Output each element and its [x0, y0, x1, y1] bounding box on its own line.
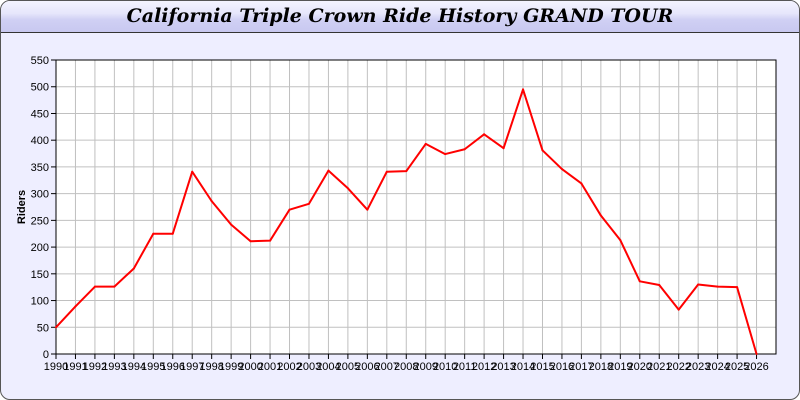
x-tick-label: 2023: [686, 361, 710, 373]
data-point-2010: [444, 153, 447, 156]
data-point-1993: [113, 285, 116, 288]
y-tick-label: 550: [31, 55, 49, 67]
x-tick-label: 1996: [161, 361, 185, 373]
data-point-2025: [736, 286, 739, 289]
data-point-2006: [366, 208, 369, 211]
data-point-2015: [541, 149, 544, 152]
x-tick-label: 2001: [258, 361, 282, 373]
x-tick-label: 2000: [238, 361, 262, 373]
x-tick-label: 1997: [180, 361, 204, 373]
y-tick-label: 0: [43, 349, 49, 361]
x-tick-label: 2018: [589, 361, 613, 373]
x-tick-label: 2025: [725, 361, 749, 373]
x-tick-label: 2019: [608, 361, 632, 373]
x-tick-label: 2024: [705, 361, 729, 373]
x-tick-label: 2026: [744, 361, 768, 373]
x-tick-label: 2009: [413, 361, 437, 373]
x-tick-label: 2004: [316, 361, 340, 373]
data-point-2023: [697, 283, 700, 286]
data-point-2014: [522, 88, 525, 91]
y-tick-label: 250: [31, 215, 49, 227]
data-point-2011: [463, 148, 466, 151]
data-point-2016: [560, 168, 563, 171]
x-tick-label: 2015: [530, 361, 554, 373]
x-tick-label: 1992: [83, 361, 107, 373]
x-tick-label: 2021: [647, 361, 671, 373]
data-point-1996: [171, 232, 174, 235]
x-tick-label: 2003: [297, 361, 321, 373]
x-tick-label: 2017: [569, 361, 593, 373]
data-point-2013: [502, 147, 505, 150]
data-point-2003: [307, 202, 310, 205]
x-tick-label: 1995: [141, 361, 165, 373]
data-point-1994: [132, 267, 135, 270]
y-tick-label: 450: [31, 108, 49, 120]
y-tick-label: 350: [31, 162, 49, 174]
data-point-2001: [269, 239, 272, 242]
data-point-1991: [74, 305, 77, 308]
x-tick-label: 1999: [219, 361, 243, 373]
x-tick-label: 1991: [63, 361, 87, 373]
data-point-2019: [619, 239, 622, 242]
data-point-1990: [55, 326, 57, 329]
x-tick-label: 2011: [453, 361, 477, 373]
x-tick-label: 2010: [433, 361, 457, 373]
x-tick-label: 2002: [277, 361, 301, 373]
y-tick-label: 100: [31, 296, 49, 308]
x-tick-label: 1990: [44, 361, 68, 373]
y-tick-label: 50: [37, 322, 49, 334]
x-tick-label: 2005: [336, 361, 360, 373]
x-tick-label: 2020: [628, 361, 652, 373]
data-point-2018: [599, 214, 602, 217]
title-bar: California Triple Crown Ride History GRA…: [1, 1, 799, 33]
y-tick-label: 500: [31, 82, 49, 94]
data-point-2004: [327, 169, 330, 172]
y-tick-label: 200: [31, 242, 49, 254]
data-point-1995: [152, 232, 155, 235]
data-point-2009: [424, 142, 427, 145]
data-point-1998: [210, 200, 213, 203]
data-point-2024: [716, 285, 719, 288]
x-tick-label: 2008: [394, 361, 418, 373]
x-tick-label: 2014: [511, 361, 535, 373]
data-point-2017: [580, 182, 583, 185]
x-tick-label: 1998: [199, 361, 223, 373]
data-point-1997: [191, 170, 194, 173]
y-tick-label: 150: [31, 269, 49, 281]
data-point-2012: [483, 133, 486, 136]
plot-area: [56, 60, 776, 354]
data-point-2026: [755, 353, 758, 355]
data-point-2008: [405, 170, 408, 173]
x-tick-label: 2016: [550, 361, 574, 373]
data-point-2002: [288, 208, 291, 211]
x-tick-label: 1994: [122, 361, 146, 373]
x-tick-label: 2006: [355, 361, 379, 373]
chart-title: California Triple Crown Ride History GRA…: [126, 5, 674, 27]
data-point-2000: [249, 240, 252, 243]
x-tick-label: 2007: [375, 361, 399, 373]
y-tick-label: 300: [31, 189, 49, 201]
data-point-1992: [93, 285, 96, 288]
data-point-2020: [638, 280, 641, 283]
x-tick-label: 2013: [491, 361, 515, 373]
data-point-2022: [677, 308, 680, 311]
data-point-2005: [346, 187, 349, 190]
plot-border: [55, 59, 777, 355]
data-point-2021: [658, 284, 661, 287]
data-point-2007: [385, 170, 388, 173]
data-point-1999: [230, 223, 233, 226]
x-tick-label: 2012: [472, 361, 496, 373]
x-tick-label: 1993: [102, 361, 126, 373]
x-tick-label: 2022: [666, 361, 690, 373]
y-axis-label: Riders: [16, 190, 28, 224]
y-tick-label: 400: [31, 135, 49, 147]
